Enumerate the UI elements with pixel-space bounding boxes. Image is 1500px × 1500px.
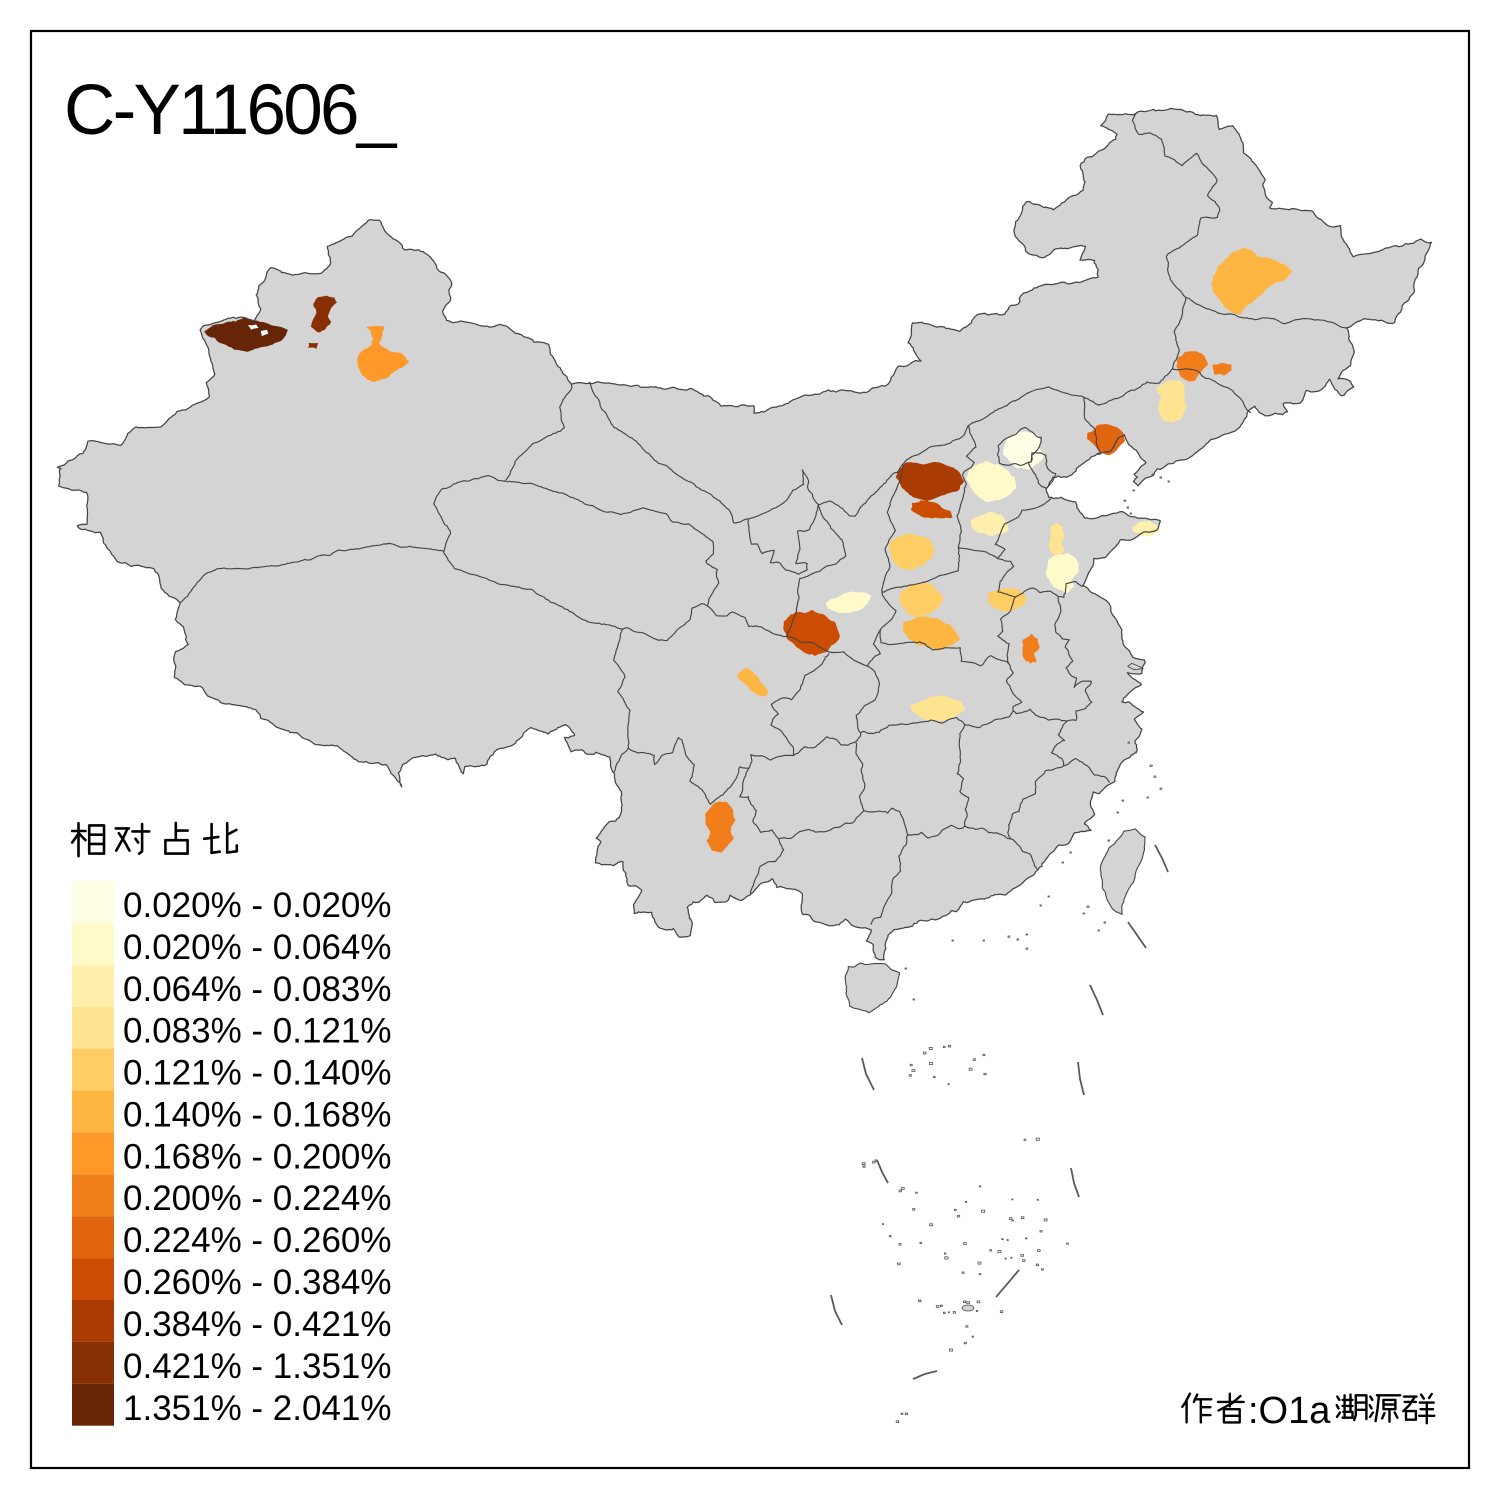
svg-text:0.020% - 0.020%: 0.020% - 0.020% <box>123 886 392 925</box>
svg-text:0.168% - 0.200%: 0.168% - 0.200% <box>123 1137 392 1176</box>
svg-text::O1a: :O1a <box>1248 1390 1331 1432</box>
svg-text:0.121% - 0.140%: 0.121% - 0.140% <box>123 1054 392 1093</box>
svg-text:0.224% - 0.260%: 0.224% - 0.260% <box>123 1221 392 1260</box>
svg-text:0.020% - 0.064%: 0.020% - 0.064% <box>123 928 392 967</box>
svg-text:0.064% - 0.083%: 0.064% - 0.083% <box>123 970 392 1009</box>
svg-text:0.384% - 0.421%: 0.384% - 0.421% <box>123 1305 392 1344</box>
svg-text:C-Y11606_: C-Y11606_ <box>64 71 398 150</box>
svg-text:1.351% - 2.041%: 1.351% - 2.041% <box>123 1389 392 1428</box>
svg-text:0.260% - 0.384%: 0.260% - 0.384% <box>123 1263 392 1302</box>
svg-text:0.083% - 0.121%: 0.083% - 0.121% <box>123 1012 392 1051</box>
svg-text:0.421% - 1.351%: 0.421% - 1.351% <box>123 1347 392 1386</box>
svg-text:0.200% - 0.224%: 0.200% - 0.224% <box>123 1179 392 1218</box>
svg-text:0.140% - 0.168%: 0.140% - 0.168% <box>123 1096 392 1135</box>
